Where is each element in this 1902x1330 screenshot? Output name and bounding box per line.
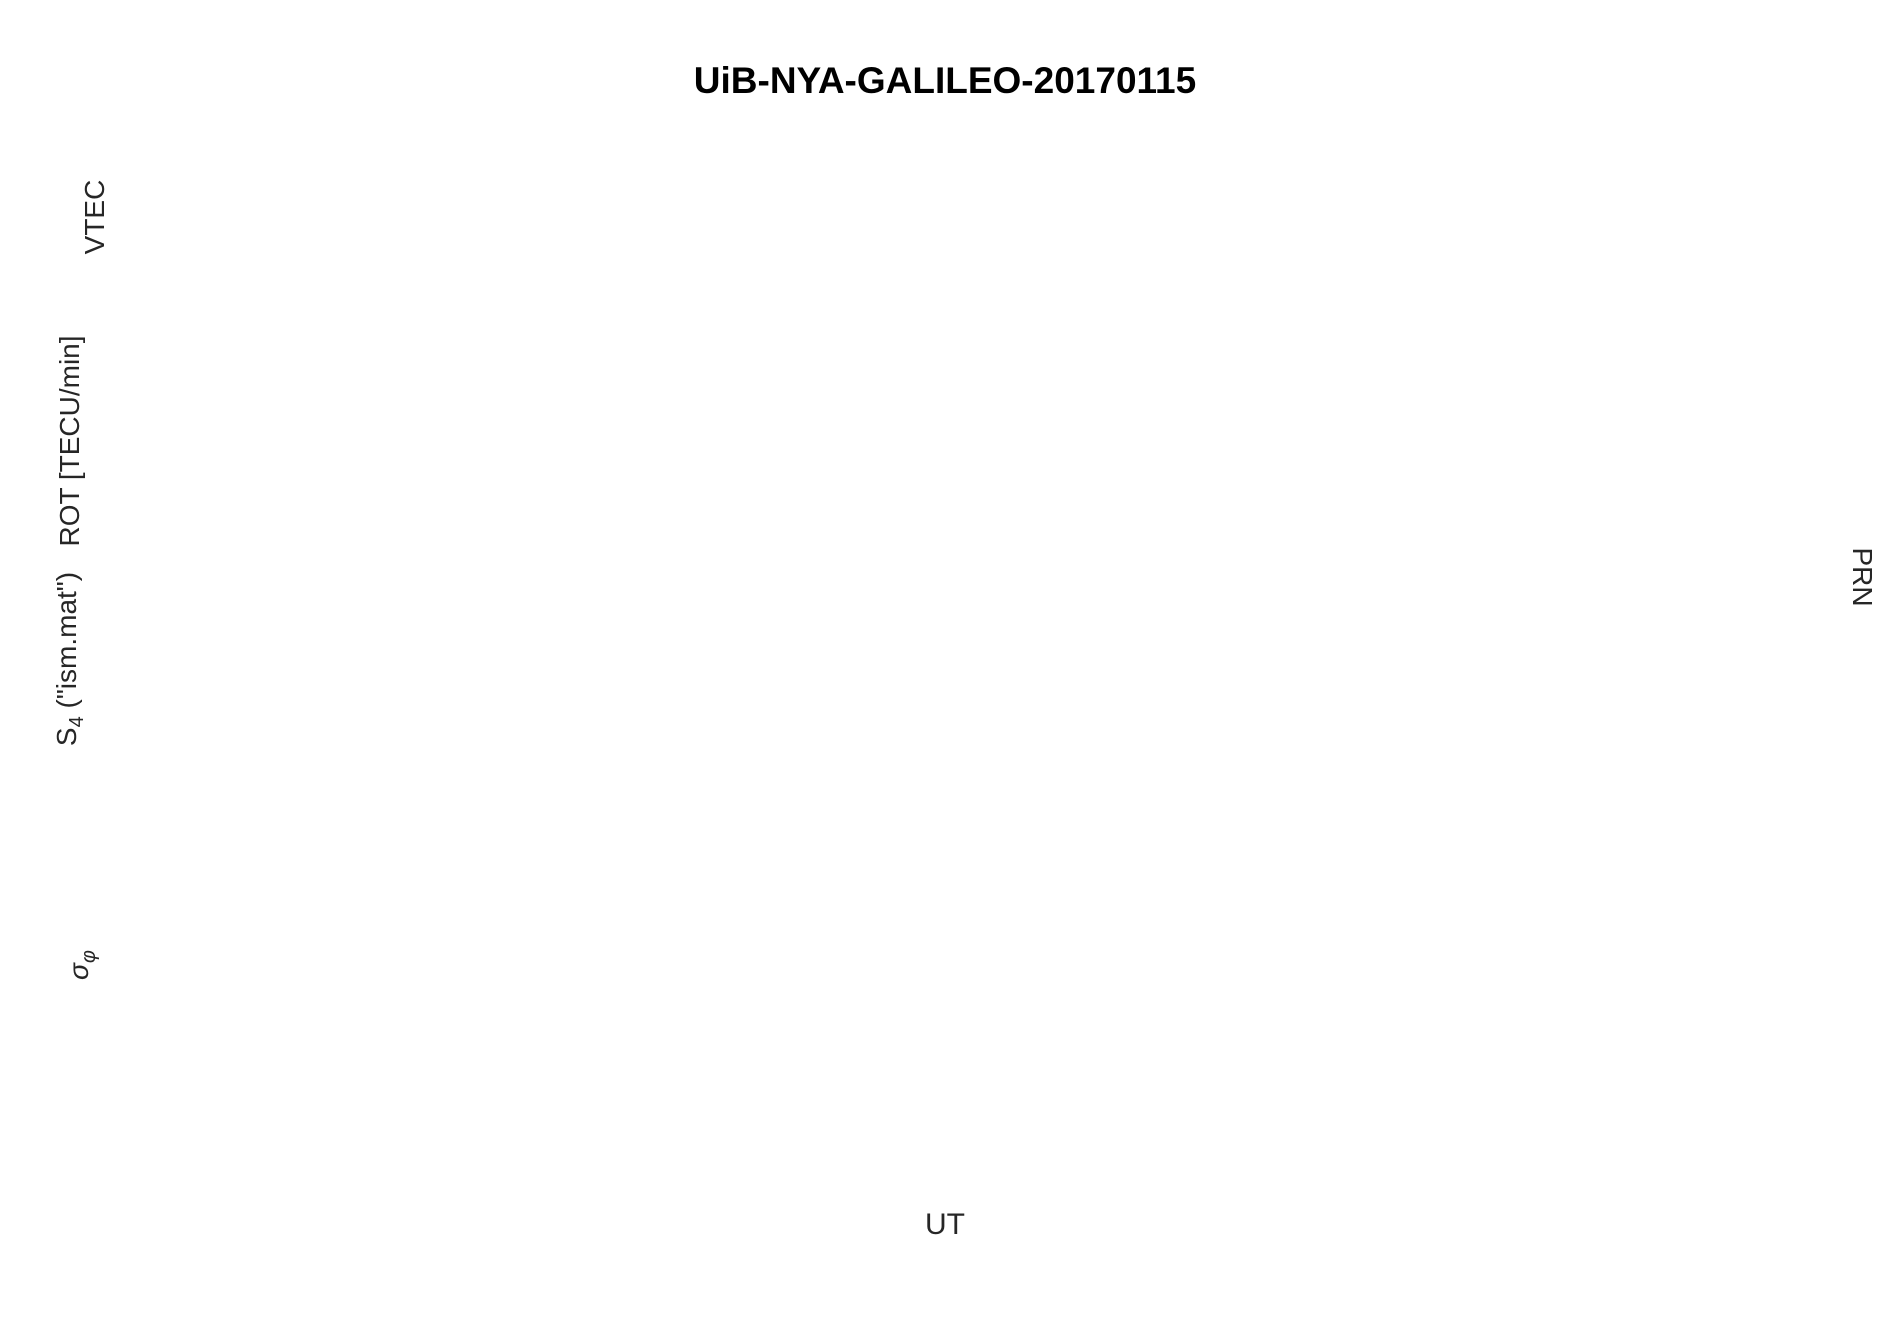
ylabel-s4-text: S — [51, 727, 83, 747]
ylabel-vtec-text: VTEC — [79, 179, 110, 255]
xlabel-ut: UT — [925, 1208, 965, 1241]
ylabel-s4: S4 ("ism.mat") — [51, 572, 89, 746]
ylabel-vtec: VTEC — [79, 180, 111, 255]
ylabel-s4-sub: 4 — [65, 716, 88, 728]
ylabel-rot: ROT [TECU/min] — [54, 335, 86, 546]
ylabel-rot-text: ROT [TECU/min] — [54, 335, 85, 547]
ylabel-sigma-sub: φ — [77, 950, 100, 964]
ylabel-sigma-phi: σφ — [63, 950, 101, 980]
ylabel-sigma-text: σ — [63, 963, 95, 980]
ylabel-s4-post: ("ism.mat") — [51, 571, 83, 717]
chart-title: UiB-NYA-GALILEO-20170115 — [693, 60, 1197, 101]
colorbar-label-prn: PRN — [1847, 547, 1878, 607]
